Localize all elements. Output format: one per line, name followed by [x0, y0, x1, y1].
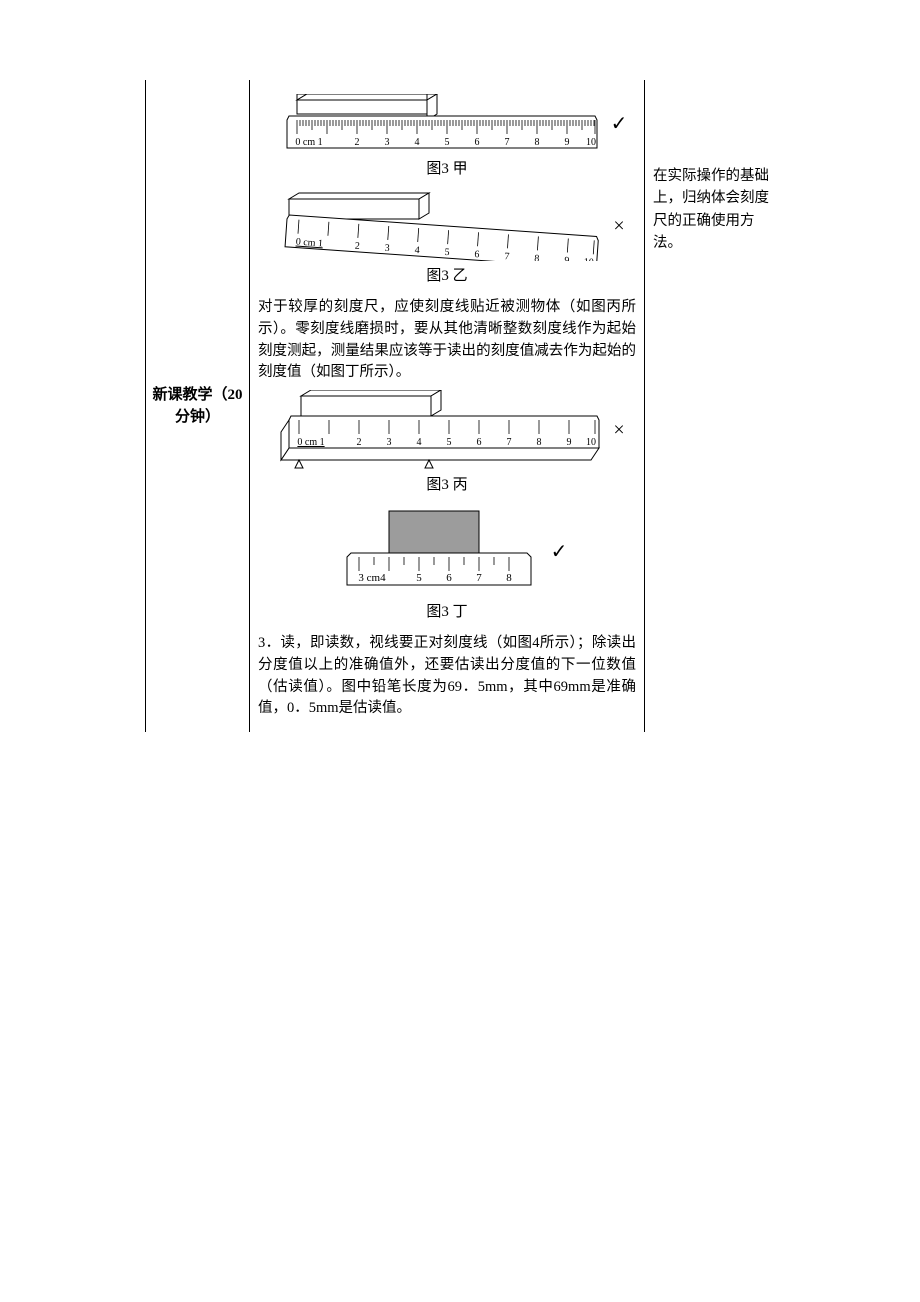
svg-text:9: 9: [564, 137, 569, 148]
figure-c: 0 cm 1 2 3 4 5 6 7 8 9 10 ×: [258, 390, 636, 470]
cross-icon: ×: [613, 211, 624, 241]
svg-text:4: 4: [414, 137, 419, 148]
ruler-b-svg: 0 cm 1 2 3 4 5 6 7 8 9 10: [269, 191, 609, 261]
svg-text:4: 4: [417, 437, 422, 448]
svg-text:3: 3: [385, 242, 391, 253]
ruler-d-svg: 3 cm4 5 6 7 8: [327, 507, 547, 597]
paragraph-2: 3．读，即读数，视线要正对刻度线（如图4所示）；除读出分度值以上的准确值外，还要…: [258, 633, 636, 720]
svg-text:10: 10: [586, 137, 596, 148]
svg-text:6: 6: [477, 437, 482, 448]
svg-text:8: 8: [534, 253, 540, 261]
svg-text:5: 5: [445, 246, 451, 257]
page: 新课教学（20分钟）: [0, 0, 920, 732]
svg-text:8: 8: [534, 137, 539, 148]
svg-text:5: 5: [444, 137, 449, 148]
svg-text:10: 10: [586, 437, 596, 448]
svg-text:6: 6: [446, 572, 452, 584]
caption-a: 图3 甲: [258, 158, 636, 181]
ruler-c-svg: 0 cm 1 2 3 4 5 6 7 8 9 10: [269, 390, 609, 470]
svg-text:7: 7: [476, 572, 482, 584]
right-note-cell: 在实际操作的基础上，归纳体会刻度尺的正确使用方法。: [645, 80, 775, 732]
svg-text:7: 7: [504, 251, 510, 261]
svg-text:6: 6: [474, 137, 479, 148]
svg-text:7: 7: [504, 137, 509, 148]
svg-text:5: 5: [416, 572, 422, 584]
paragraph-1: 对于较厚的刻度尺，应使刻度线贴近被测物体（如图丙所示）。零刻度线磨损时，要从其他…: [258, 297, 636, 384]
cross-icon-2: ×: [613, 415, 624, 445]
svg-text:2: 2: [357, 437, 362, 448]
svg-text:9: 9: [564, 255, 570, 261]
left-label-text: 新课教学（20分钟）: [152, 384, 243, 429]
figure-b: 0 cm 1 2 3 4 5 6 7 8 9 10 ×: [258, 191, 636, 261]
svg-text:8: 8: [537, 437, 542, 448]
content-row: 新课教学（20分钟）: [0, 80, 920, 732]
figure-a: 0 cm 1 2 3 4 5 6 7 8 9 10 ✓: [258, 94, 636, 154]
check-icon: ✓: [611, 109, 628, 139]
svg-text:7: 7: [507, 437, 512, 448]
caption-c: 图3 丙: [258, 474, 636, 497]
svg-text:2: 2: [354, 137, 359, 148]
caption-d: 图3 丁: [258, 601, 636, 624]
svg-text:5: 5: [447, 437, 452, 448]
ruler-a-svg: 0 cm 1 2 3 4 5 6 7 8 9 10: [267, 94, 607, 154]
right-note-text: 在实际操作的基础上，归纳体会刻度尺的正确使用方法。: [653, 168, 769, 251]
svg-text:9: 9: [567, 437, 572, 448]
svg-text:3: 3: [384, 137, 389, 148]
caption-b: 图3 乙: [258, 265, 636, 288]
figure-d: 3 cm4 5 6 7 8 ✓: [258, 507, 636, 597]
svg-text:0 cm 1: 0 cm 1: [298, 437, 325, 448]
svg-text:6: 6: [474, 249, 480, 260]
svg-text:3: 3: [387, 437, 392, 448]
svg-text:10: 10: [584, 256, 595, 260]
check-icon-2: ✓: [551, 537, 568, 567]
svg-text:2: 2: [355, 240, 361, 251]
svg-text:4: 4: [415, 244, 421, 255]
left-label-cell: 新课教学（20分钟）: [145, 80, 250, 732]
main-content-cell: 0 cm 1 2 3 4 5 6 7 8 9 10 ✓ 图3 甲: [250, 80, 645, 732]
svg-text:0 cm 1: 0 cm 1: [295, 137, 322, 148]
svg-text:8: 8: [506, 572, 512, 584]
svg-text:0 cm 1: 0 cm 1: [296, 236, 324, 249]
svg-text:3 cm4: 3 cm4: [358, 572, 386, 584]
